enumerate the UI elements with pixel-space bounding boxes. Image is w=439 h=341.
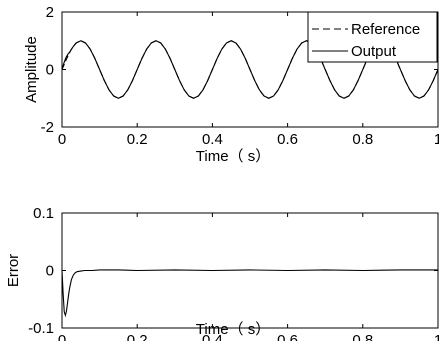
error-y-tick-label: -0.1 [28, 320, 54, 337]
amplitude-plot: 0 0.2 0.4 0.6 0.8 1-202 Reference Output Time… [23, 4, 439, 165]
amplitude-x-tick-label: 0.6 [277, 131, 298, 148]
amplitude-legend: Reference Output [307, 11, 438, 63]
amplitude-y-tick-label: 0 [46, 62, 54, 79]
amplitude-y-axis-label: Amplitude [23, 36, 40, 103]
amplitude-x-tick-label: 0.8 [352, 131, 373, 148]
error-x-tick-label: 0.2 [127, 332, 148, 341]
amplitude-y-tick-label: 2 [46, 4, 54, 21]
legend-reference-label: Reference [351, 21, 420, 38]
error-y-tick-label: 0 [46, 263, 54, 280]
error-plot: 0 0.2 0.4 0.6 0.8 1 -0.1 0 0.1 Time（ s） Error [5, 205, 439, 341]
error-x-tick-label: 0 [58, 332, 66, 341]
amplitude-x-tick-label: 1 [434, 131, 439, 148]
amplitude-x-axis-label: Time（ s） [196, 148, 270, 165]
error-x-tick-label: 0.6 [277, 332, 298, 341]
error-x-tick-label: 0.8 [352, 332, 373, 341]
amplitude-x-tick-label: 0.4 [202, 131, 223, 148]
error-x-tick-label: 0.4 [202, 332, 223, 341]
error-y-axis-label: Error [5, 254, 22, 287]
error-series [61, 269, 438, 318]
error-x-tick-label: 1 [434, 332, 439, 341]
error-ticks: 0 0.2 0.4 0.6 0.8 1 -0.1 0 0.1 [28, 205, 439, 341]
amplitude-x-tick-label: 0 [58, 131, 66, 148]
error-y-tick-label: 0.1 [33, 205, 54, 222]
legend-box [307, 11, 438, 63]
legend-output-label: Output [351, 43, 397, 60]
amplitude-x-tick-label: 0.2 [127, 131, 148, 148]
error-x-axis-label: Time（ s） [196, 321, 270, 338]
amplitude-ticks: 0 0.2 0.4 0.6 0.8 1-202 [41, 4, 439, 148]
amplitude-y-tick-label: -2 [41, 119, 54, 136]
error-series-line-error [61, 269, 438, 318]
